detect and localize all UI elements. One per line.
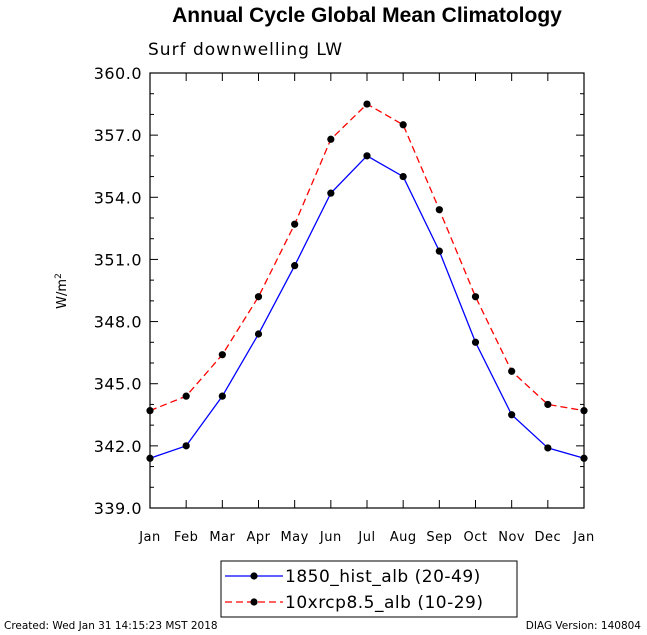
chart-title: Annual Cycle Global Mean Climatology bbox=[172, 4, 562, 27]
data-point bbox=[399, 121, 407, 129]
diag-version: DIAG Version: 140804 bbox=[526, 620, 642, 632]
y-axis-label-base: W/m bbox=[55, 279, 70, 309]
y-tick-label: 345.0 bbox=[94, 375, 142, 394]
data-point bbox=[363, 152, 371, 160]
legend-marker-1 bbox=[250, 598, 258, 606]
legend: 1850_hist_alb (20-49) 10xrcp8.5_alb (10-2… bbox=[220, 560, 518, 618]
x-tick-label: Nov bbox=[498, 530, 525, 545]
data-point bbox=[580, 454, 588, 462]
x-tick-label: Aug bbox=[390, 530, 417, 545]
x-tick-label: Oct bbox=[464, 530, 488, 545]
data-point bbox=[471, 338, 480, 346]
data-point bbox=[399, 172, 407, 181]
y-axis-label: W/m2 bbox=[54, 273, 70, 309]
y-tick-label: 357.0 bbox=[94, 126, 142, 145]
data-point bbox=[146, 454, 154, 462]
data-point bbox=[218, 392, 226, 400]
plot-frame bbox=[149, 72, 585, 509]
x-tick-label: Jun bbox=[319, 530, 342, 545]
data-point bbox=[146, 407, 154, 415]
x-tick-label: Apr bbox=[247, 530, 271, 545]
plot-area: 339.0 342.0 345.0 348.0 351.0 354.0 357.0 360.0… bbox=[94, 64, 595, 545]
legend-label-1: 10xrcp8.5_alb (10-29) bbox=[285, 593, 483, 613]
series-layer bbox=[146, 100, 588, 462]
data-point bbox=[508, 411, 516, 419]
x-tick-label: May bbox=[280, 530, 308, 545]
data-point bbox=[254, 293, 263, 301]
legend-marker-0 bbox=[250, 572, 258, 580]
data-point bbox=[544, 400, 552, 409]
y-axis-label-superscript: 2 bbox=[54, 273, 64, 279]
chart-subtitle: Surf downwelling LW bbox=[148, 40, 343, 60]
data-point bbox=[327, 189, 335, 197]
y-tick-label: 339.0 bbox=[94, 499, 142, 518]
data-point bbox=[471, 293, 480, 301]
x-tick-label: Jan bbox=[138, 530, 161, 545]
y-tick-label: 360.0 bbox=[94, 64, 142, 83]
created-timestamp: Created: Wed Jan 31 14:15:23 MST 2018 bbox=[4, 620, 218, 632]
data-point bbox=[435, 206, 443, 214]
data-point bbox=[363, 100, 371, 108]
y-tick-label: 351.0 bbox=[94, 250, 142, 269]
legend-label-0: 1850_hist_alb (20-49) bbox=[285, 567, 481, 587]
x-tick-label: Jan bbox=[572, 530, 595, 545]
data-point bbox=[291, 262, 299, 270]
data-point bbox=[544, 444, 552, 452]
data-point bbox=[580, 407, 588, 415]
data-point bbox=[254, 330, 263, 338]
x-tick-label: Jul bbox=[357, 530, 375, 545]
y-tick-label: 354.0 bbox=[94, 188, 142, 207]
data-point bbox=[327, 135, 335, 143]
x-tick-label: Sep bbox=[426, 530, 452, 545]
data-point bbox=[218, 351, 226, 359]
y-tick-label: 342.0 bbox=[94, 437, 142, 456]
y-tick-label: 348.0 bbox=[94, 313, 142, 332]
x-tick-label: Feb bbox=[174, 530, 199, 545]
data-point bbox=[508, 367, 516, 375]
data-point bbox=[182, 392, 190, 400]
data-point bbox=[182, 442, 190, 450]
x-tick-label: Mar bbox=[209, 530, 235, 545]
x-tick-label: Dec bbox=[535, 530, 562, 545]
series-line-0 bbox=[149, 155, 585, 459]
data-point bbox=[291, 220, 299, 228]
series-line-1 bbox=[149, 103, 585, 412]
legend-box bbox=[220, 560, 518, 618]
data-point bbox=[435, 247, 443, 255]
